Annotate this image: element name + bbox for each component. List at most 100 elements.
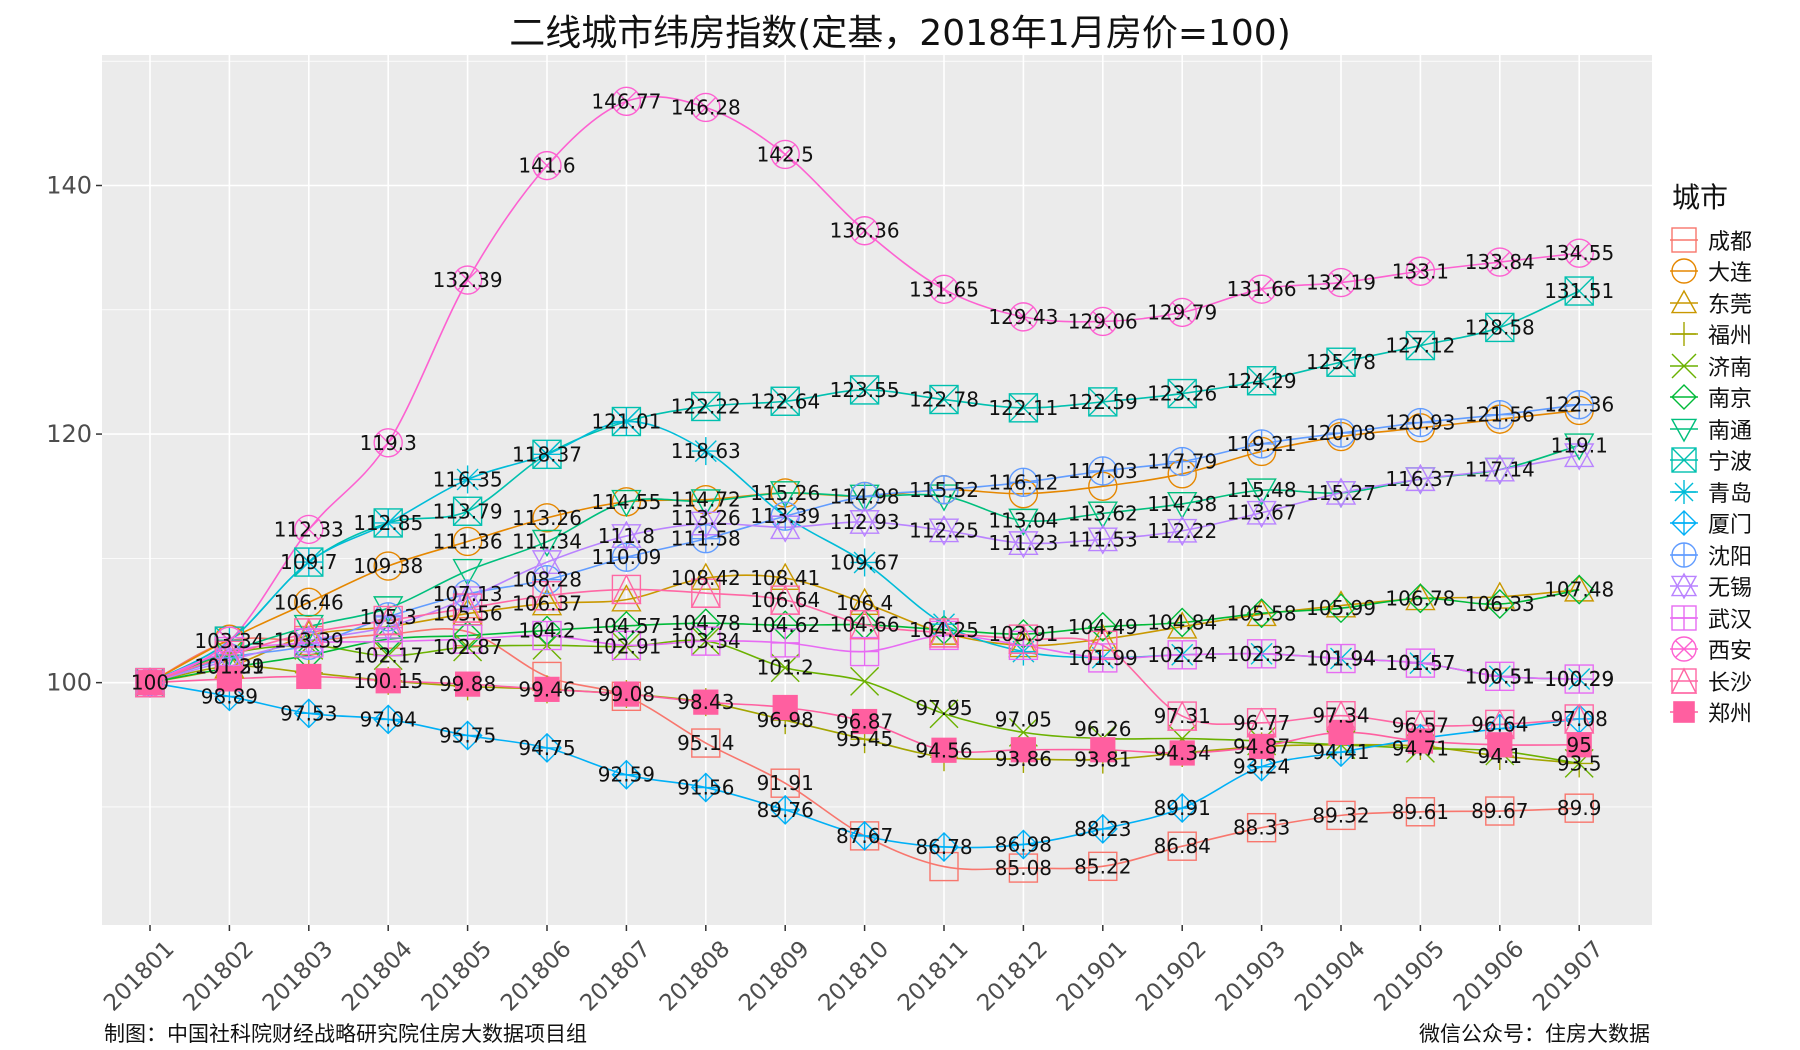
marker-triangle: [1484, 457, 1515, 486]
data-point-郑州: [1407, 728, 1433, 754]
data-point-南通: [611, 489, 642, 518]
marker-square: [1671, 447, 1697, 473]
data-point-青岛: [453, 465, 482, 494]
legend-key-icon: [1670, 418, 1698, 443]
data-label: 136.36: [830, 219, 900, 243]
marker-square: [1010, 737, 1036, 763]
legend-item: 长沙: [1670, 665, 1795, 697]
marker-triangle: [1670, 572, 1698, 597]
data-point-西安: [929, 274, 959, 304]
data-point-南通: [452, 558, 483, 587]
marker-circle: [294, 514, 324, 545]
data-point-沈阳: [1326, 418, 1356, 448]
data-label: 115.48: [1227, 478, 1297, 502]
data-point-宁波: [691, 391, 721, 422]
x-tick-label: 201903: [1211, 936, 1291, 1016]
marker-circle: [1008, 302, 1039, 332]
data-label: 89.67: [1471, 799, 1528, 823]
legend-key-icon: [1670, 289, 1698, 314]
legend-item: 宁波: [1670, 445, 1795, 477]
marker-circle: [1326, 267, 1356, 298]
marker-diamond: [1087, 611, 1118, 642]
data-point-厦门: [532, 732, 562, 763]
data-label: 93.24: [1233, 755, 1290, 779]
marker-square: [1246, 812, 1277, 843]
data-label: 108.41: [750, 566, 820, 590]
data-point-郑州: [455, 671, 481, 697]
data-point-西安: [1167, 297, 1197, 328]
data-label: 122.36: [1544, 393, 1614, 417]
data-point-郑州: [1328, 719, 1354, 745]
marker-circle: [1671, 636, 1697, 662]
marker-square: [137, 670, 163, 696]
data-point-厦门: [1167, 793, 1198, 824]
marker-square: [929, 384, 959, 415]
data-point-南通: [1564, 433, 1595, 461]
legend-label: 青岛: [1708, 481, 1753, 507]
data-label: 114.72: [671, 488, 741, 512]
data-label: 113.67: [1227, 501, 1297, 525]
data-point-东莞: [1325, 590, 1357, 618]
legend-label: 武汉: [1708, 607, 1753, 633]
data-label: 113.62: [1068, 501, 1138, 525]
data-label: 102.91: [591, 634, 661, 658]
marker-circle: [1405, 256, 1436, 286]
data-point-青岛: [294, 548, 323, 577]
data-point-成都: [1246, 812, 1277, 843]
data-label: 106.33: [1465, 592, 1535, 616]
marker-stroke: [297, 551, 320, 574]
data-point-东莞: [611, 584, 642, 612]
marker-square: [534, 676, 560, 702]
marker-stroke: [1013, 306, 1034, 328]
legend-item: 无锡: [1670, 571, 1795, 603]
marker-square: [1090, 737, 1116, 763]
footer-credit: 制图：中国社科院财经战略研究院住房大数据项目组: [104, 1022, 587, 1046]
legend-key-marker: [1671, 605, 1697, 631]
data-point-郑州: [216, 666, 242, 692]
data-label: 129.06: [1068, 309, 1138, 333]
marker-square: [1167, 378, 1197, 409]
legend-key-marker: [1671, 542, 1697, 568]
data-label: 112.85: [353, 511, 423, 535]
data-label: 100.29: [1544, 667, 1614, 691]
data-label: 96.64: [1471, 712, 1528, 736]
data-point-无锡: [1405, 463, 1436, 495]
data-point-东莞: [1484, 581, 1515, 609]
data-label: 114.98: [830, 484, 900, 508]
marker-stroke: [1485, 312, 1515, 342]
marker-triangle: [531, 550, 563, 578]
marker-square: [1008, 393, 1039, 423]
legend-label: 厦门: [1708, 513, 1753, 539]
marker-circle: [373, 428, 403, 458]
x-tick-label: 201805: [417, 936, 497, 1016]
data-label: 94.71: [1392, 736, 1449, 760]
marker-triangle: [611, 584, 642, 612]
data-label: 129.79: [1147, 300, 1217, 324]
marker-triangle: [452, 558, 483, 587]
series-points: [134, 86, 1595, 883]
marker-triangle: [1008, 531, 1039, 559]
data-point-长沙: [293, 617, 324, 648]
data-label: 131.51: [1544, 279, 1614, 303]
data-label: 104.62: [750, 613, 820, 637]
legend-key-icon: [1670, 572, 1698, 600]
data-point-武汉: [1246, 639, 1277, 669]
data-point-长沙: [531, 580, 563, 611]
data-point-无锡: [1246, 497, 1277, 529]
data-label: 97.04: [360, 707, 417, 731]
x-tick-label: 201906: [1449, 936, 1529, 1016]
marker-triangle: [611, 573, 642, 605]
data-point-西安: [532, 150, 562, 181]
marker-square: [1566, 732, 1592, 758]
data-label: 128.58: [1465, 315, 1535, 339]
legend-title: 城市: [1672, 181, 1729, 214]
data-label: 123.55: [830, 378, 900, 402]
data-point-南通: [1167, 492, 1198, 520]
marker-circle: [849, 216, 880, 246]
marker-triangle: [293, 614, 324, 643]
data-label: 92.59: [598, 763, 655, 787]
x-tick-label: 201802: [178, 936, 258, 1016]
marker-stroke: [1092, 311, 1114, 332]
data-label: 88.33: [1233, 816, 1290, 840]
data-label: 101.94: [1306, 647, 1376, 671]
